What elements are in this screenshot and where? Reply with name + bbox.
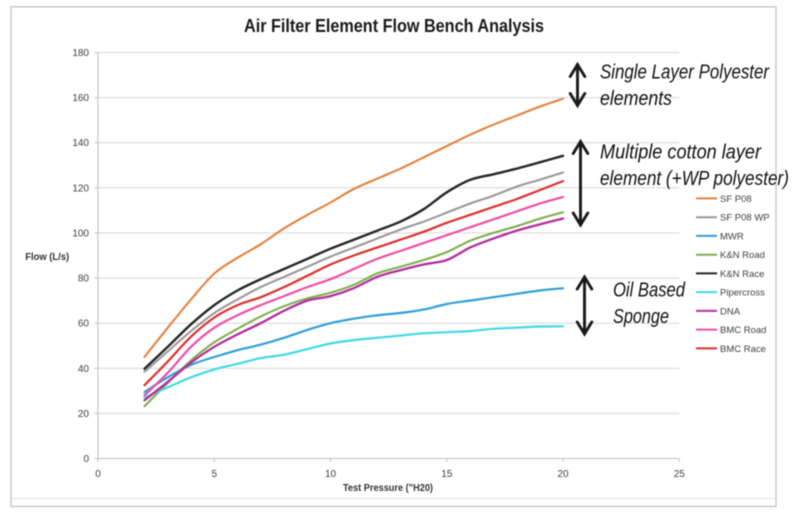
svg-text:20: 20 (557, 469, 569, 480)
svg-text:BMC Road: BMC Road (720, 325, 766, 336)
svg-text:Sponge: Sponge (613, 306, 669, 328)
svg-text:Oil Based: Oil Based (613, 280, 686, 302)
svg-text:100: 100 (72, 228, 89, 239)
svg-text:Single Layer Polyester: Single Layer Polyester (600, 62, 770, 84)
svg-text:MWR: MWR (720, 231, 744, 242)
svg-text:25: 25 (674, 469, 686, 480)
svg-text:20: 20 (78, 409, 90, 420)
svg-text:0: 0 (83, 454, 89, 465)
svg-text:15: 15 (441, 469, 453, 480)
svg-text:60: 60 (78, 319, 90, 330)
svg-text:80: 80 (78, 274, 90, 285)
svg-text:K&N Race: K&N Race (720, 269, 764, 280)
svg-text:140: 140 (72, 138, 89, 149)
svg-text:160: 160 (72, 93, 89, 104)
svg-text:40: 40 (78, 364, 90, 375)
svg-text:180: 180 (72, 48, 89, 59)
svg-text:Flow (L/s): Flow (L/s) (25, 252, 69, 263)
svg-text:K&N Road: K&N Road (720, 250, 765, 261)
svg-text:Pipercross: Pipercross (720, 288, 765, 299)
svg-text:5: 5 (212, 469, 218, 480)
svg-text:element (+WP polyester): element (+WP polyester) (600, 168, 789, 190)
svg-text:10: 10 (325, 469, 337, 480)
svg-text:elements: elements (600, 88, 672, 110)
svg-text:Air Filter Element Flow Bench: Air Filter Element Flow Bench Analysis (244, 16, 544, 36)
svg-text:0: 0 (95, 469, 101, 480)
svg-text:Test Pressure ("H20): Test Pressure ("H20) (343, 483, 433, 494)
svg-text:BMC Race: BMC Race (720, 344, 766, 355)
svg-text:SF P08 WP: SF P08 WP (720, 213, 770, 224)
svg-text:Multiple cotton layer: Multiple cotton layer (600, 142, 762, 164)
svg-text:DNA: DNA (720, 306, 741, 317)
svg-text:SF P08: SF P08 (720, 194, 752, 205)
svg-text:120: 120 (72, 183, 89, 194)
